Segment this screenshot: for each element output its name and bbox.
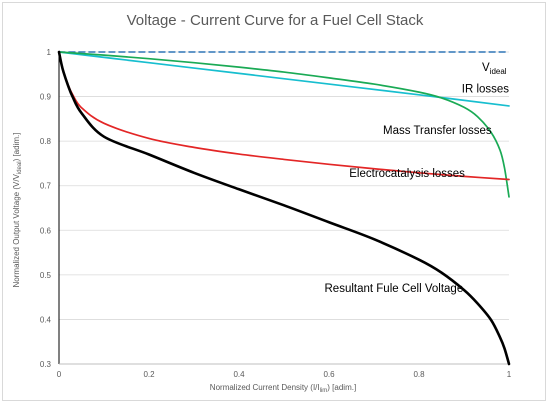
x-tick-label: 0.4	[233, 370, 245, 379]
annotation-label-main: Resultant Fule Cell Voltage	[325, 283, 464, 295]
annotation-label-main: V	[482, 62, 490, 74]
annotation-label-sub: ideal	[490, 67, 507, 76]
y-tick-label: 0.7	[40, 182, 52, 191]
annotation-label-main: Mass Transfer losses	[383, 125, 492, 137]
annotations: Videal IR losses Mass Transfer losses Elect…	[325, 62, 510, 295]
x-axis-label-tail: ) [adim.]	[327, 383, 356, 392]
annotation-label: Resultant Fule Cell Voltage	[325, 283, 464, 295]
annotation-label: Videal	[482, 62, 507, 76]
y-tick-label: 0.3	[40, 360, 52, 369]
annotation-label: Mass Transfer losses	[383, 125, 492, 137]
annotation-label: IR losses	[462, 84, 510, 96]
y-tick-label: 0.6	[40, 226, 52, 235]
y-tick-label: 1	[47, 48, 52, 57]
y-axis-label: Normalized Output Voltage (V/Videal) [ad…	[12, 133, 23, 288]
annotation-label-main: IR losses	[462, 84, 510, 96]
x-tick-label: 0.6	[323, 370, 335, 379]
y-tick-label: 0.4	[40, 315, 52, 324]
y-axis-label-tail: ) [adim.]	[12, 133, 21, 162]
x-axis-label-sub: lim	[320, 388, 328, 394]
y-tick-label: 0.9	[40, 93, 52, 102]
y-tick-label: 0.8	[40, 137, 52, 146]
annotation-label-main: Electrocatalysis losses	[349, 168, 465, 180]
x-tick-label: 0	[57, 370, 62, 379]
series-line-resultant-fule-cell-voltage	[57, 50, 511, 366]
x-tick-label: 0.2	[143, 370, 155, 379]
y-axis-label-sub: ideal	[17, 161, 23, 174]
tick-labels: 0.3 0.4 0.5 0.6 0.7 0.8 0.9 1 0 0.2 0.4 0.6 0.8 1	[40, 48, 512, 379]
y-axis-label-main: Normalized Output Voltage (V/V	[12, 173, 21, 287]
chart-title: Voltage - Current Curve for a Fuel Cell …	[127, 12, 424, 29]
y-tick-label: 0.5	[40, 271, 52, 280]
axes	[58, 52, 509, 365]
annotation-label: Electrocatalysis losses	[349, 168, 465, 180]
x-axis-label: Normalized Current Density (I/Ilim) [adi…	[210, 383, 356, 394]
x-tick-label: 1	[507, 370, 512, 379]
series-line-ir-losses	[58, 51, 510, 107]
series-line-electrocatalysis-losses	[58, 51, 510, 181]
x-axis-label-main: Normalized Current Density (I/I	[210, 383, 320, 392]
series-layer	[57, 50, 511, 366]
x-tick-label: 0.8	[413, 370, 425, 379]
series-line-mass-transfer-losses	[58, 51, 510, 198]
